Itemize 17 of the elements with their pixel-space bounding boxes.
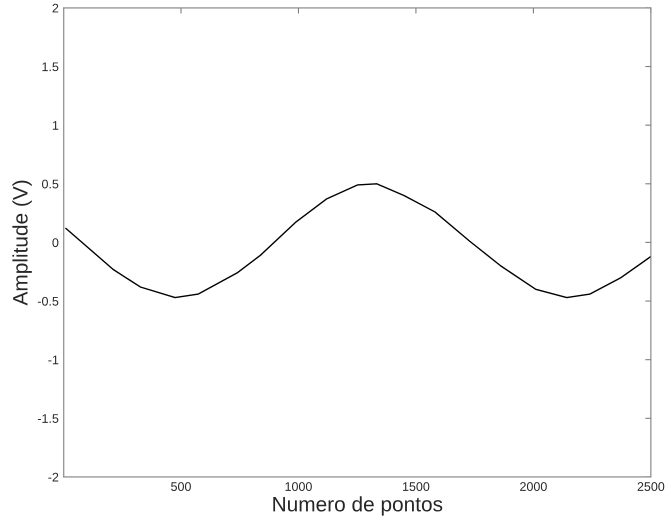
y-tick-label: -2 <box>48 472 58 482</box>
x-axis-title: Numero de pontos <box>273 496 442 516</box>
x-tick-label: 1500 <box>402 482 430 491</box>
x-tick-label: 500 <box>171 482 191 491</box>
y-axis-title: Amplitude (V) <box>12 180 32 306</box>
y-tick-label: -0.5 <box>38 296 58 306</box>
y-tick-label: -1.5 <box>38 414 58 423</box>
x-tick-label: 2000 <box>520 482 547 491</box>
x-tick-label: 2500 <box>638 482 664 491</box>
y-tick-label: 0.5 <box>42 180 58 188</box>
line-series <box>65 183 651 298</box>
y-tick-label: -1 <box>48 356 58 364</box>
x-tick-label: 1000 <box>286 482 312 491</box>
y-tick-label: 2 <box>52 4 58 12</box>
y-tick-label: 1.5 <box>42 62 58 72</box>
y-tick-label: 0 <box>52 238 58 248</box>
y-tick-label: 1 <box>52 121 58 130</box>
